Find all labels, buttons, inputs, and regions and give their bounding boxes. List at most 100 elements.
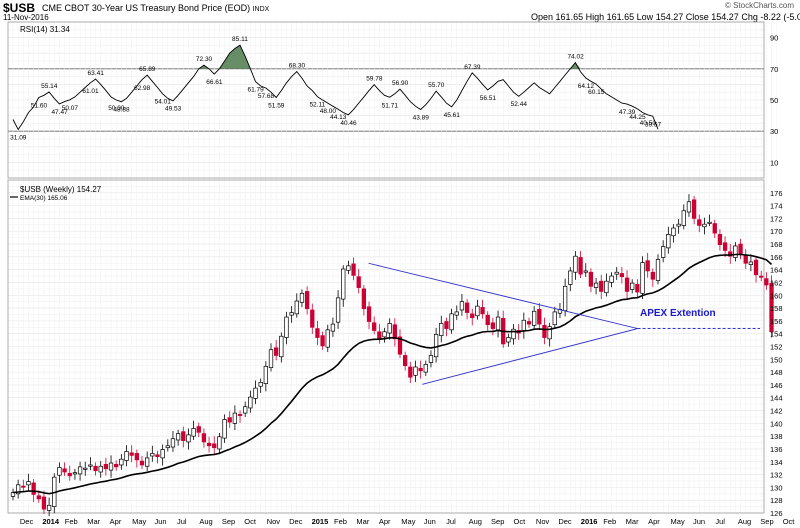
candle-body	[253, 387, 258, 399]
high-label: High	[585, 12, 605, 22]
candle-body	[26, 481, 31, 486]
candle-body	[459, 301, 465, 311]
rsi-annotation: 44.25	[629, 114, 646, 121]
candle-body	[284, 316, 289, 338]
candle-body	[624, 277, 630, 292]
x-tick: Jul	[446, 517, 456, 526]
rsi-annotation: 31.09	[10, 134, 27, 141]
candle-body	[588, 271, 594, 287]
candle-body	[279, 335, 284, 358]
x-tick: Nov	[267, 517, 281, 526]
candle-body	[299, 292, 305, 303]
chg-label: Chg	[741, 12, 758, 22]
candle-body	[72, 472, 78, 475]
chart-description: CME CBOT 30-Year US Treasury Bond Price …	[42, 3, 269, 13]
candle-body	[397, 336, 403, 355]
candle-body	[769, 282, 774, 333]
high-value: 161.65	[606, 12, 635, 22]
candle-body	[93, 465, 98, 472]
x-tick: 2014	[42, 517, 60, 526]
candle-body	[707, 221, 712, 224]
candle-body	[444, 321, 449, 329]
low-label: Low	[636, 12, 654, 22]
x-tick: May	[401, 517, 415, 526]
rsi-annotation: 40.50	[640, 120, 657, 127]
candle-body	[382, 331, 387, 338]
price-tick: 150	[770, 355, 783, 364]
rsi-annotation: 48.00	[320, 108, 337, 115]
candle-body	[10, 492, 16, 497]
ema-line	[12, 253, 773, 495]
candle-body	[114, 463, 119, 468]
price-tick: 146	[770, 381, 783, 390]
price-tick: 158	[770, 304, 783, 313]
rsi-panel-label: RSI(14) 31.34	[20, 25, 70, 34]
candle-body	[232, 412, 238, 424]
price-tick: 140	[770, 419, 783, 428]
apex-label: APEX Extention	[640, 308, 716, 319]
x-tick: Nov	[536, 517, 550, 526]
x-tick: Sep	[760, 517, 773, 526]
candle-body	[181, 431, 186, 441]
candle-body	[722, 242, 728, 251]
candle-body	[748, 261, 754, 265]
rsi-annotation: 50.07	[62, 105, 79, 112]
price-tick: 154	[770, 330, 783, 339]
price-tick: 136	[770, 445, 783, 454]
candle-body	[201, 433, 207, 443]
candle-body	[619, 273, 625, 278]
x-tick: May	[671, 517, 685, 526]
close-value: 154.27	[711, 12, 739, 22]
candle-body	[475, 305, 480, 317]
candle-body	[485, 314, 490, 326]
rsi-annotation: 60.15	[588, 89, 605, 96]
candle-body	[604, 280, 609, 294]
candle-body	[356, 276, 361, 288]
ema-legend-label: EMA(30) 165.06	[20, 195, 68, 202]
candlesticks	[10, 194, 774, 517]
price-tick: 130	[770, 483, 783, 492]
rsi-annotation: 39.57	[645, 121, 662, 128]
candle-body	[346, 265, 351, 271]
candle-body	[666, 234, 671, 249]
candle-body	[599, 280, 604, 292]
candle-body	[470, 313, 475, 319]
rsi-annotation: 56.51	[480, 95, 497, 102]
rsi-annotation: 45.61	[444, 112, 461, 119]
x-tick: Oct	[783, 517, 796, 526]
x-tick: Apr	[648, 517, 660, 526]
price-tick: 128	[770, 496, 783, 505]
candle-body	[212, 443, 217, 449]
rsi-annotation: 49.53	[165, 106, 182, 113]
candle-body	[310, 309, 315, 328]
chg-value: -8.22 (-5.06%)	[760, 12, 800, 22]
price-tick: 138	[770, 432, 783, 441]
x-tick: Jul	[715, 517, 725, 526]
rsi-annotation: 40.46	[340, 120, 357, 127]
price-tick: 156	[770, 317, 783, 326]
rsi-annotation: 48.88	[113, 107, 130, 114]
candle-body	[170, 438, 176, 448]
chart-symbol: $USB	[3, 1, 36, 15]
candle-body	[686, 201, 692, 213]
x-axis-labels: Dec 2014 Feb Mar Apr May Jun Jul Aug Sep Oct Nov Dec…	[20, 517, 796, 526]
price-tick: 176	[770, 189, 783, 198]
candle-body	[196, 426, 201, 433]
x-tick: Jul	[177, 517, 187, 526]
rsi-annotation: 74.02	[567, 54, 584, 61]
x-tick: Dec	[20, 517, 34, 526]
x-tick: Aug	[738, 517, 751, 526]
candle-body	[547, 326, 552, 340]
candle-body	[671, 227, 676, 237]
rsi-tick: 30	[770, 127, 778, 136]
candle-body	[41, 496, 47, 510]
rsi-annotation: 61.01	[82, 88, 99, 95]
candle-body	[341, 268, 346, 300]
x-tick: Feb	[334, 517, 347, 526]
candle-body	[315, 328, 320, 338]
candle-body	[428, 355, 434, 363]
rsi-annotation: 44.13	[330, 114, 347, 121]
rsi-annotation: 66.61	[206, 79, 223, 86]
triangle-lower-line	[422, 328, 638, 385]
x-tick: Dec	[289, 517, 303, 526]
